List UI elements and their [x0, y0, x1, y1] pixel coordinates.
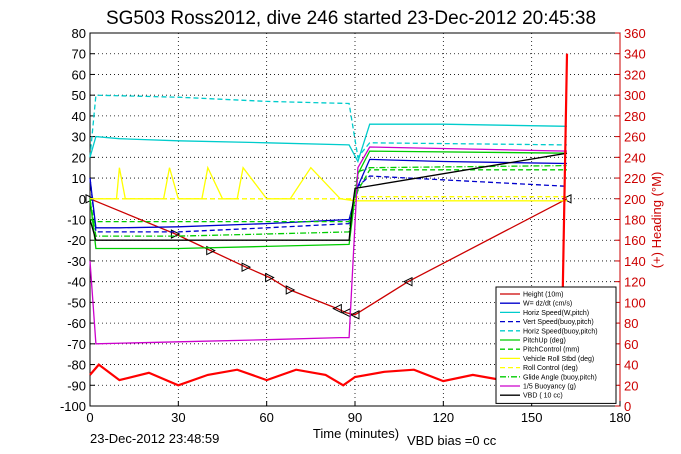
series-line-vehicle-roll-stbd-deg — [90, 165, 567, 202]
left-tick-label: -20 — [67, 233, 86, 248]
series-line-vbd-10-cc — [89, 152, 568, 241]
right-tick-label: 300 — [624, 88, 646, 103]
right-tick-label: 140 — [624, 254, 646, 269]
right-tick-label: 260 — [624, 130, 646, 145]
right-tick-label: 20 — [624, 378, 638, 393]
right-tick-label: 80 — [624, 316, 638, 331]
depth-marker — [241, 262, 252, 272]
x-tick-label: 120 — [432, 410, 454, 425]
depth-marker — [265, 272, 275, 283]
legend-label: Vehicle Roll Stbd (deg) — [523, 356, 594, 363]
series-line-1-5-buoyancy-g — [89, 146, 568, 345]
legend-label: W= dz/dt (cm/s) — [523, 301, 572, 308]
depth-marker — [332, 303, 342, 314]
series-layer — [85, 53, 572, 387]
series-line-horiz-speed-w-pitch — [89, 123, 568, 164]
legend-label: VBD ( 10 cc) — [523, 393, 563, 400]
legend-label: PitchControl (mm) — [523, 347, 579, 354]
x-tick-label: 60 — [259, 410, 273, 425]
legend-label: Horiz Speed(W,pitch) — [523, 310, 589, 317]
left-tick-label: -30 — [67, 254, 86, 269]
right-tick-label: 340 — [624, 47, 646, 62]
left-tick-label: -100 — [60, 399, 86, 414]
right-axis: 0 20 40 60 80 100 120 140 160 180 200 220 240 260 280 3… — [615, 26, 646, 414]
x-tick-label: 30 — [171, 410, 185, 425]
right-tick-label: 0 — [624, 399, 631, 414]
legend-box — [495, 286, 617, 404]
depth-marker — [170, 229, 181, 239]
depth-marker — [285, 285, 296, 295]
right-tick-label: 200 — [624, 192, 646, 207]
x-tick-label: 150 — [521, 410, 543, 425]
legend-label: Horiz Speed(buoy,pitch) — [523, 328, 598, 335]
right-tick-label: 220 — [624, 171, 646, 186]
legend-label: PitchUp (deg) — [523, 338, 566, 345]
left-tick-label: 80 — [72, 26, 86, 41]
left-axis: -100-90-80-70-60-50-40-30-20-10010203040… — [60, 26, 95, 414]
right-axis-label: (+) Heading (°M) — [649, 172, 664, 269]
x-axis-label: Time (minutes) — [313, 426, 399, 441]
left-tick-label: -80 — [67, 358, 86, 373]
right-tick-label: 40 — [624, 358, 638, 373]
x-axis: 0 30 60 90 120 150 180 — [86, 401, 631, 425]
right-tick-label: 180 — [624, 213, 646, 228]
series-line-horiz-speed-buoy-pitch — [89, 94, 568, 159]
legend: Height (10m) W= dz/dt (cm/s) Horiz Speed(W… — [495, 286, 617, 404]
footer-timestamp: 23-Dec-2012 23:48:59 — [90, 431, 220, 446]
left-tick-label: -70 — [67, 337, 86, 352]
series-line-pitchcontrol-mm — [89, 169, 567, 223]
left-tick-label: -90 — [67, 378, 86, 393]
right-tick-label: 160 — [624, 233, 646, 248]
legend-label: Glide Angle (buoy,pitch) — [523, 374, 597, 381]
left-tick-label: 50 — [72, 88, 86, 103]
left-tick-label: 20 — [72, 150, 86, 165]
depth-marker — [206, 245, 216, 256]
depth-marker — [402, 276, 413, 287]
right-tick-label: 360 — [624, 26, 646, 41]
left-tick-label: -10 — [67, 213, 86, 228]
depth-marker — [349, 310, 360, 320]
legend-label: 1/5 Buoyancy (g) — [523, 384, 576, 391]
series-line-height-10m — [89, 198, 568, 316]
left-tick-label: 30 — [72, 130, 86, 145]
left-tick-label: -60 — [67, 316, 86, 331]
right-tick-label: 280 — [624, 109, 646, 124]
right-tick-label: 240 — [624, 150, 646, 165]
right-tick-label: 320 — [624, 67, 646, 82]
left-tick-label: 70 — [72, 47, 86, 62]
x-tick-label: 0 — [86, 410, 93, 425]
legend-label: Height (10m) — [523, 292, 563, 299]
right-tick-label: 120 — [624, 275, 646, 290]
right-tick-label: 60 — [624, 337, 638, 352]
left-tick-label: -40 — [67, 275, 86, 290]
left-tick-label: 60 — [72, 67, 86, 82]
left-tick-label: 0 — [79, 192, 86, 207]
left-tick-label: 40 — [72, 109, 86, 124]
series-line-vert-speed-buoy-pitch — [89, 175, 568, 233]
series-line-pitchup-deg — [89, 150, 568, 250]
left-tick-label: 10 — [72, 171, 86, 186]
x-tick-label: 90 — [348, 410, 362, 425]
left-tick-label: -50 — [67, 295, 86, 310]
x-tick-label: 180 — [609, 410, 631, 425]
right-tick-label: 100 — [624, 295, 646, 310]
chart-title: SG503 Ross2012, dive 246 started 23-Dec-… — [106, 8, 596, 29]
legend-label: Roll Control (deg) — [523, 365, 578, 372]
footer-vbd-bias: VBD bias =0 cc — [407, 433, 497, 448]
legend-label: Vert Speed(buoy,pitch) — [523, 319, 594, 326]
